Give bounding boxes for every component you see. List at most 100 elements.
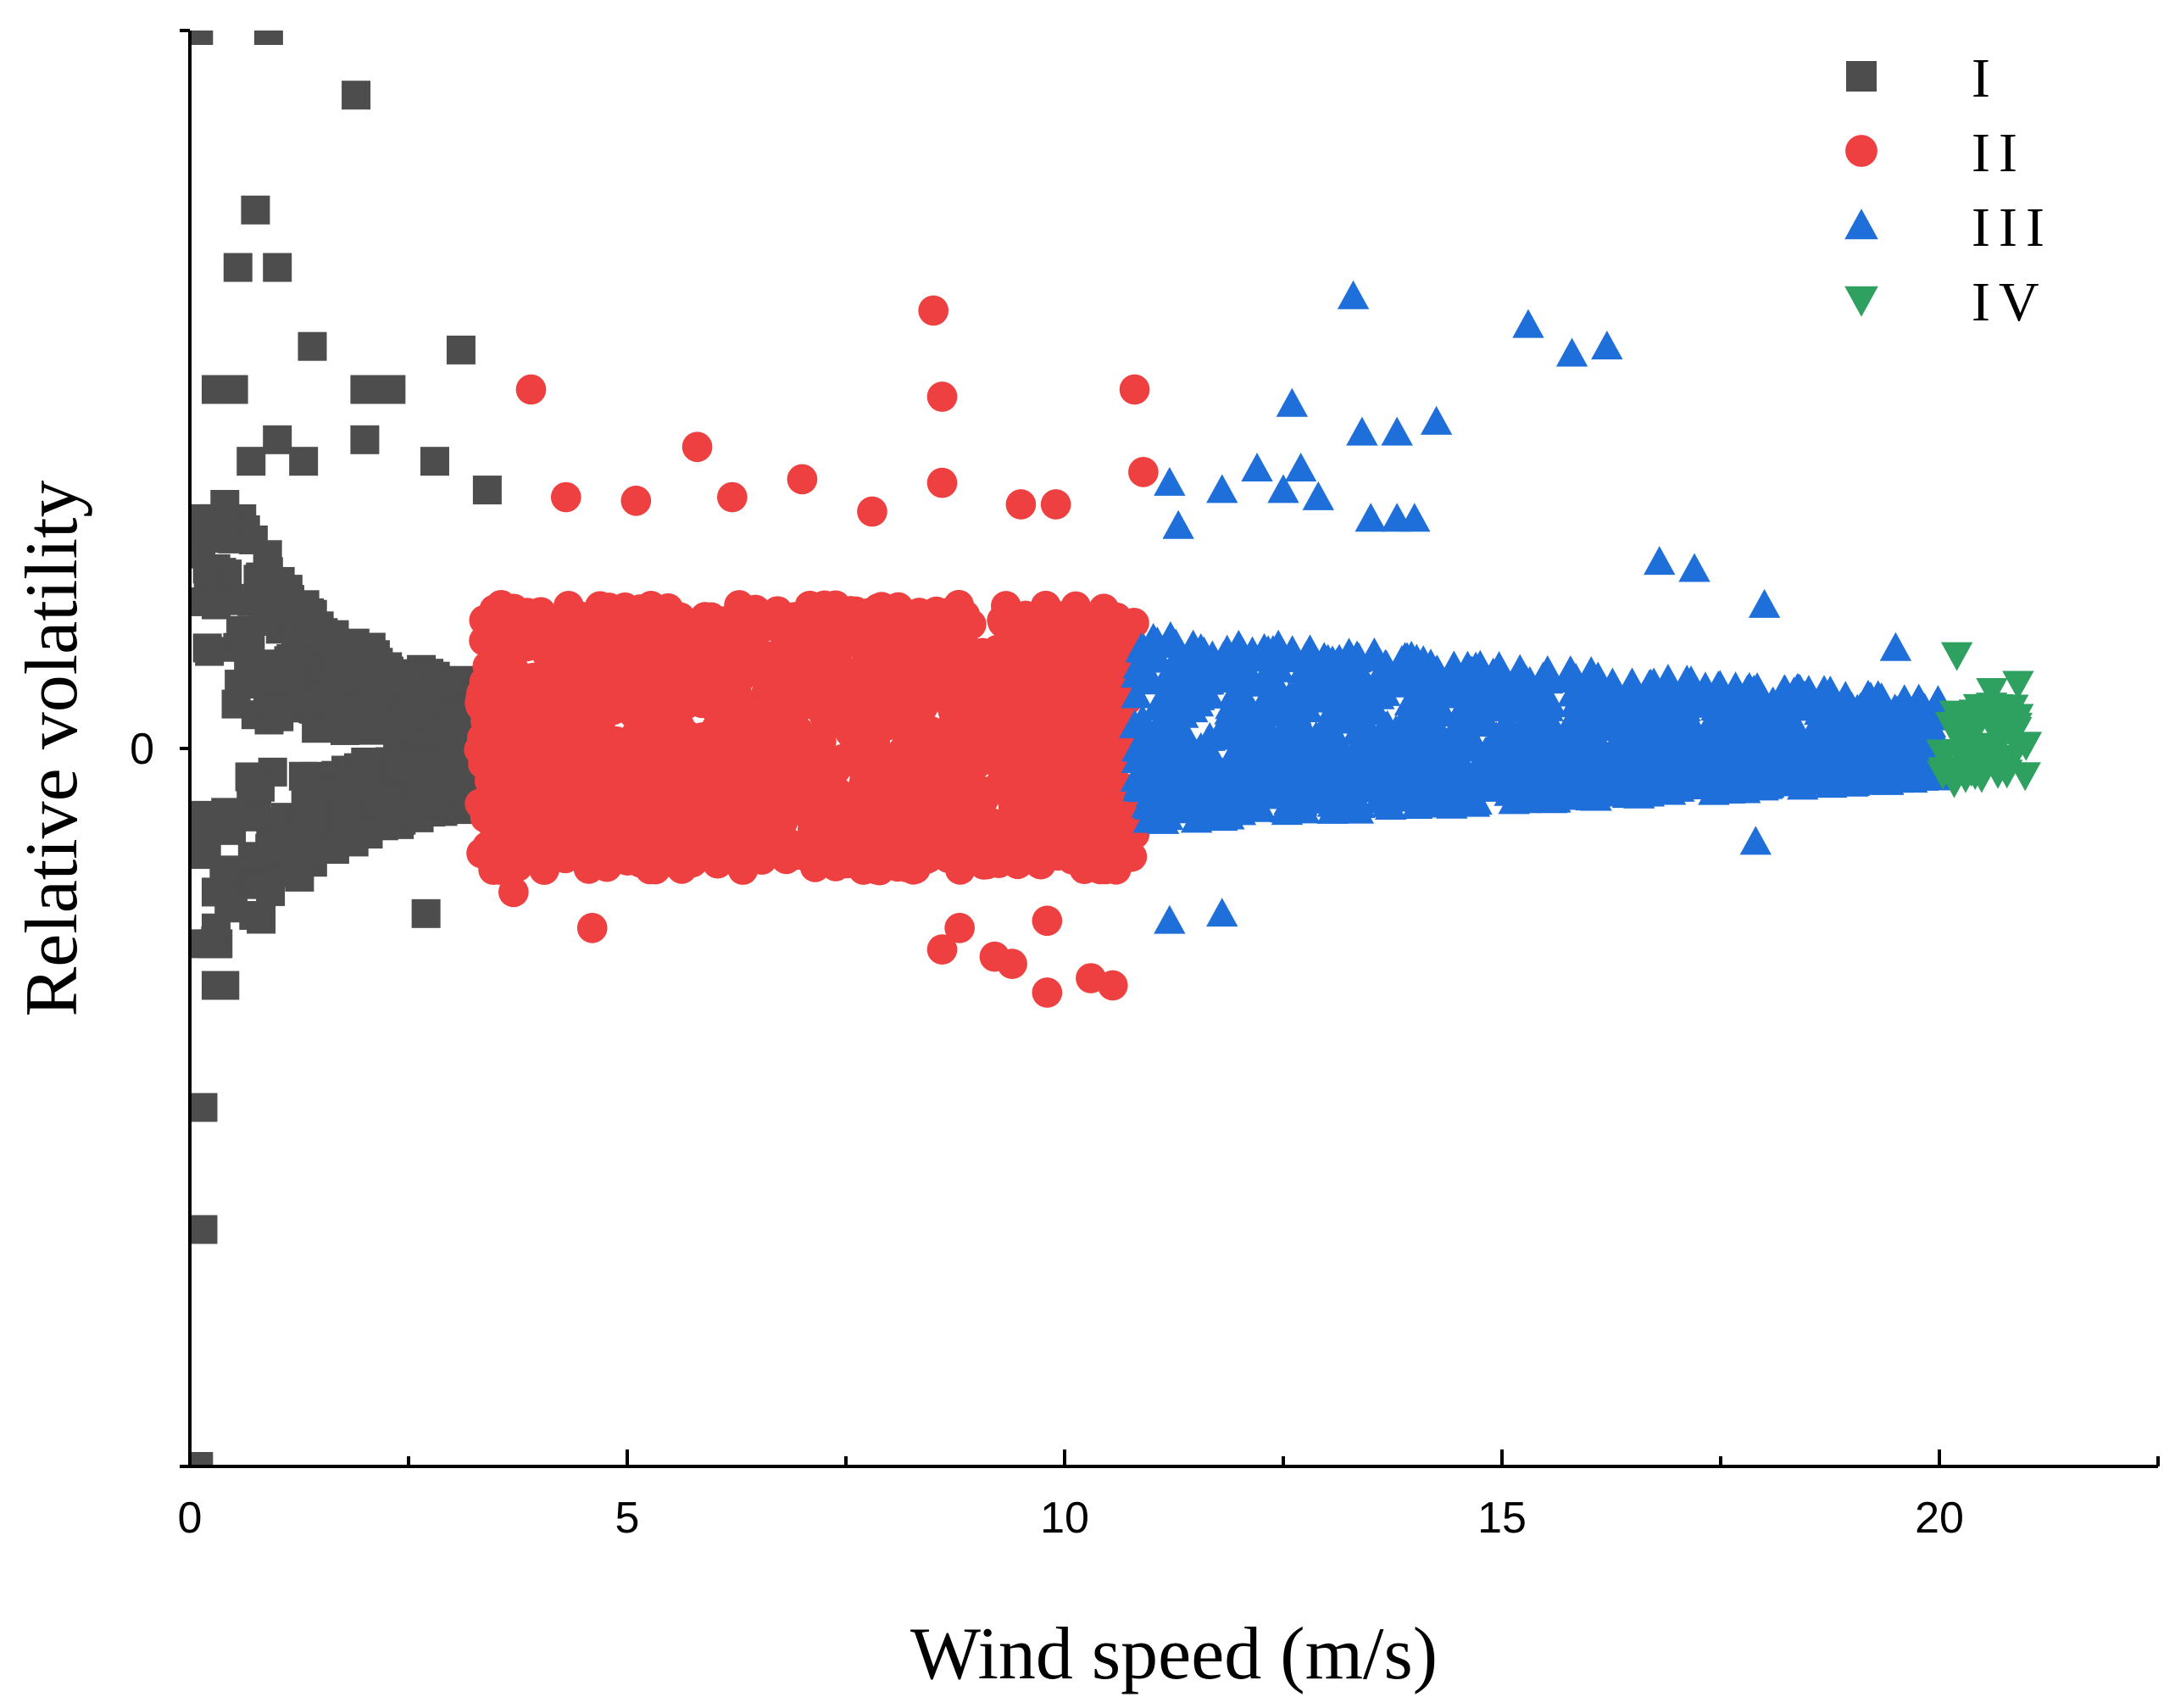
- data-point: [951, 633, 982, 664]
- data-point: [1053, 672, 1084, 704]
- data-point: [862, 846, 893, 876]
- data-point: [298, 599, 327, 629]
- data-point: [247, 904, 276, 934]
- data-point: [1121, 743, 1154, 773]
- data-point: [1276, 387, 1309, 417]
- data-point: [573, 854, 604, 884]
- data-point: [190, 517, 211, 547]
- data-point: [1555, 337, 1588, 367]
- x-tick-label: 15: [1477, 1494, 1527, 1543]
- data-point: [1172, 785, 1204, 815]
- data-point: [470, 697, 500, 727]
- data-point: [948, 687, 980, 717]
- data-point: [362, 782, 392, 812]
- data-point: [1260, 696, 1292, 726]
- data-point: [489, 793, 520, 823]
- data-point: [1750, 770, 1783, 799]
- data-point: [707, 742, 738, 773]
- legend-item-I: I: [1846, 47, 1990, 109]
- data-point: [211, 798, 241, 827]
- data-point: [884, 798, 915, 830]
- data-point: [918, 295, 949, 326]
- data-point: [962, 796, 993, 827]
- data-point: [518, 670, 549, 701]
- data-point: [253, 557, 283, 587]
- data-point: [908, 818, 939, 849]
- data-point: [1288, 643, 1321, 672]
- data-point: [571, 700, 603, 732]
- data-point: [1498, 785, 1530, 815]
- data-point: [1014, 650, 1044, 681]
- data-point: [1213, 718, 1245, 748]
- data-point: [1266, 736, 1299, 765]
- legend-item-IV: IV: [1844, 271, 2039, 333]
- data-point: [1085, 854, 1115, 885]
- x-axis-title: Wind speed (m/s): [910, 1613, 1438, 1695]
- data-point: [1222, 629, 1254, 659]
- data-point: [535, 804, 566, 836]
- x-tick-label: 10: [1040, 1494, 1089, 1543]
- data-point: [487, 821, 518, 852]
- data-point: [1249, 717, 1282, 747]
- data-point: [1849, 751, 1882, 781]
- data-point: [1092, 665, 1123, 696]
- data-point: [1381, 416, 1413, 446]
- data-point: [1032, 977, 1063, 1008]
- data-point: [1001, 682, 1032, 714]
- data-point: [849, 759, 880, 791]
- data-point: [1704, 670, 1736, 699]
- data-point: [843, 687, 874, 719]
- data-point: [190, 31, 214, 45]
- data-point: [1011, 732, 1042, 763]
- data-point: [506, 598, 537, 629]
- data-point: [1944, 711, 1976, 741]
- data-point: [923, 652, 954, 682]
- data-point: [651, 706, 682, 737]
- data-point: [968, 849, 999, 880]
- data-point: [926, 467, 958, 498]
- data-point: [1414, 669, 1446, 698]
- data-point: [1984, 728, 2016, 758]
- data-point: [1634, 668, 1667, 698]
- data-point: [611, 686, 642, 716]
- data-point: [1993, 749, 2026, 779]
- data-point: [728, 771, 759, 803]
- legend-marker: [1844, 209, 1878, 240]
- legend-label: III: [1972, 197, 2053, 259]
- data-point: [1334, 659, 1366, 688]
- data-point: [882, 681, 914, 712]
- data-point: [585, 614, 615, 644]
- data-point: [1341, 640, 1373, 670]
- data-point: [1976, 677, 2008, 707]
- data-point: [502, 848, 532, 879]
- data-point: [1159, 736, 1191, 765]
- data-point: [542, 611, 573, 643]
- data-point: [1338, 737, 1370, 767]
- data-point: [559, 744, 590, 775]
- data-point: [1027, 836, 1058, 867]
- data-point: [1785, 755, 1817, 785]
- data-point: [623, 659, 654, 691]
- data-point: [1227, 680, 1260, 709]
- data-point: [283, 845, 313, 875]
- series-IV-points: [1926, 642, 2042, 798]
- data-point: [420, 447, 449, 476]
- data-point: [1816, 750, 1848, 780]
- data-point: [1553, 776, 1586, 806]
- data-point: [1334, 759, 1366, 788]
- data-point: [643, 793, 675, 824]
- data-point: [298, 331, 327, 361]
- data-point: [1213, 664, 1246, 693]
- data-point: [894, 653, 926, 683]
- data-point: [623, 831, 654, 862]
- data-point: [838, 822, 869, 853]
- data-point: [1574, 692, 1607, 721]
- data-point: [1389, 702, 1421, 732]
- data-point: [1137, 622, 1170, 652]
- data-point: [1476, 676, 1509, 706]
- data-point: [201, 590, 231, 620]
- data-point: [635, 854, 665, 885]
- data-point: [1765, 746, 1797, 776]
- data-point: [1046, 807, 1076, 838]
- data-point: [201, 877, 231, 907]
